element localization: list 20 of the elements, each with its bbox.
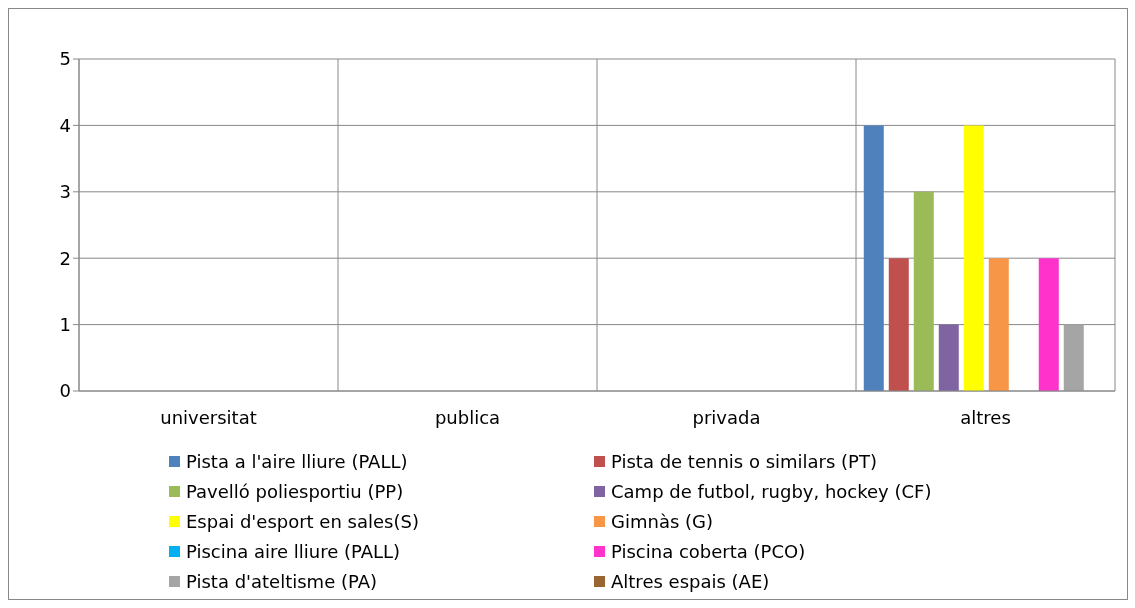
y-tick-label: 3 [59, 181, 71, 203]
legend-label: Altres espais (AE) [611, 571, 770, 592]
x-tick-label: privada [692, 406, 761, 428]
legend-label: Pista de tennis o similars (PT) [611, 451, 877, 472]
x-tick-label: publica [434, 406, 501, 428]
legend-label: Pavelló poliesportiu (PP) [186, 481, 404, 502]
y-tick-label: 1 [59, 313, 71, 335]
y-tick-label: 5 [59, 48, 71, 70]
legend-label: Camp de futbol, rugby, hockey (CF) [611, 481, 932, 502]
legend-label: Gimnàs (G) [611, 511, 714, 532]
y-tick-label: 0 [59, 380, 71, 402]
legend-label: Piscina aire lliure (PALL) [186, 541, 401, 562]
y-tick-label: 2 [59, 247, 71, 269]
legend-label: Pista a l'aire lliure (PALL) [186, 451, 408, 472]
y-tick-label: 4 [59, 114, 71, 136]
legend-label: Pista d'ateltisme (PA) [186, 571, 378, 592]
legend-label: Piscina coberta (PCO) [611, 541, 806, 562]
legend-label: Espai d'esport en sales(S) [186, 511, 419, 532]
x-tick-label: universitat [160, 406, 257, 428]
x-tick-label: altres [960, 406, 1011, 428]
